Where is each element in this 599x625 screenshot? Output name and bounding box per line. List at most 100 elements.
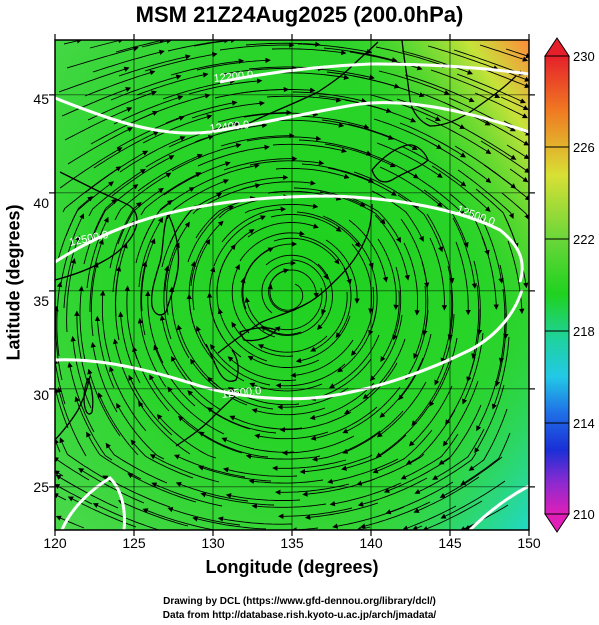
streamline bbox=[90, 261, 99, 337]
colorbar-tick-label: 226 bbox=[573, 140, 595, 155]
contour-12500-north bbox=[55, 194, 524, 283]
streamline bbox=[83, 198, 117, 265]
colorbar-tick-labels: 230 226 222 218 214 210 bbox=[573, 49, 595, 522]
streamline bbox=[411, 361, 450, 426]
streamline bbox=[88, 168, 146, 217]
streamline bbox=[116, 402, 165, 460]
streamline bbox=[377, 238, 399, 311]
streamline bbox=[273, 237, 340, 265]
coastline-japan-kyushu bbox=[205, 343, 239, 382]
streamline bbox=[138, 401, 191, 455]
streamline bbox=[167, 386, 225, 435]
streamline bbox=[251, 503, 327, 509]
streamline bbox=[60, 213, 85, 285]
streamline bbox=[479, 44, 529, 62]
x-tick-label: 120 bbox=[43, 535, 67, 551]
streamline bbox=[270, 213, 342, 232]
streamline bbox=[344, 99, 417, 123]
streamline bbox=[452, 217, 478, 289]
streamline bbox=[225, 493, 301, 501]
streamline bbox=[190, 220, 224, 287]
streamline bbox=[165, 100, 238, 124]
streamline bbox=[414, 452, 477, 494]
contour-12400 bbox=[55, 96, 529, 135]
streamline bbox=[92, 49, 165, 73]
streamline bbox=[188, 78, 263, 95]
x-tick-label: 125 bbox=[122, 535, 146, 551]
coastline-russia-east bbox=[235, 41, 379, 131]
colorbar-min-arrow bbox=[544, 513, 570, 533]
streamline bbox=[220, 132, 295, 147]
streamline bbox=[400, 433, 459, 480]
streamline bbox=[249, 382, 323, 392]
streamline bbox=[352, 75, 425, 98]
streamline bbox=[67, 127, 134, 165]
streamline bbox=[456, 73, 526, 104]
colorbar-tick-label: 214 bbox=[573, 416, 595, 431]
streamline bbox=[335, 267, 352, 338]
streamline bbox=[87, 368, 121, 437]
streamline bbox=[192, 516, 267, 530]
streamline bbox=[145, 290, 164, 364]
streamline bbox=[372, 429, 433, 474]
streamline bbox=[379, 166, 443, 208]
streamline bbox=[353, 171, 420, 208]
plot-title: MSM 21Z24Aug2025 (200.0hPa) bbox=[135, 2, 464, 27]
streamline bbox=[375, 46, 448, 68]
streamline bbox=[266, 95, 342, 103]
streamline bbox=[110, 74, 182, 101]
y-tick-label: 40 bbox=[33, 195, 49, 211]
streamline bbox=[343, 362, 398, 415]
streamline bbox=[115, 40, 166, 53]
streamline bbox=[112, 220, 134, 293]
streamline bbox=[327, 167, 397, 196]
coastline-taiwan bbox=[83, 377, 94, 415]
streamline bbox=[412, 525, 423, 530]
streamline bbox=[279, 411, 352, 433]
streamline bbox=[376, 142, 443, 178]
y-tick-label: 25 bbox=[33, 479, 49, 495]
streamline bbox=[89, 40, 124, 49]
x-axis-label: Longitude (degrees) bbox=[205, 557, 379, 577]
streamline bbox=[474, 384, 505, 454]
streamline bbox=[217, 109, 292, 123]
streamline bbox=[216, 244, 236, 315]
streamline bbox=[210, 343, 271, 386]
streamline bbox=[193, 40, 237, 47]
streamline bbox=[429, 337, 458, 407]
axis-ticks bbox=[49, 34, 535, 536]
streamline bbox=[442, 380, 479, 447]
streamline bbox=[207, 376, 274, 410]
streamline bbox=[149, 454, 220, 483]
streamline bbox=[137, 317, 167, 388]
streamline bbox=[89, 238, 104, 312]
streamline bbox=[404, 74, 475, 103]
streamline bbox=[55, 387, 69, 429]
streamline bbox=[163, 161, 231, 196]
streamline bbox=[439, 456, 503, 498]
streamline bbox=[200, 492, 275, 506]
streamline bbox=[97, 392, 139, 456]
y-tick-label: 30 bbox=[33, 387, 49, 403]
streamline bbox=[254, 431, 329, 440]
streamline bbox=[405, 309, 429, 381]
streamline bbox=[247, 222, 319, 238]
streamline bbox=[299, 235, 352, 285]
streamline bbox=[223, 155, 298, 171]
streamline bbox=[265, 254, 329, 280]
streamline bbox=[192, 238, 211, 311]
streamline bbox=[244, 203, 319, 214]
streamline bbox=[257, 335, 328, 353]
streamline bbox=[379, 357, 424, 418]
streamline bbox=[261, 260, 297, 314]
streamline bbox=[431, 165, 491, 212]
credit-data-source: Data from http://database.rish.kyoto-u.a… bbox=[162, 610, 437, 621]
streamline bbox=[66, 257, 77, 333]
streamline bbox=[114, 265, 122, 341]
streamline bbox=[231, 264, 250, 334]
streamline bbox=[500, 96, 529, 110]
streamline bbox=[149, 374, 199, 431]
streamline bbox=[66, 46, 139, 69]
streamline bbox=[295, 315, 351, 364]
streamline bbox=[507, 240, 525, 315]
